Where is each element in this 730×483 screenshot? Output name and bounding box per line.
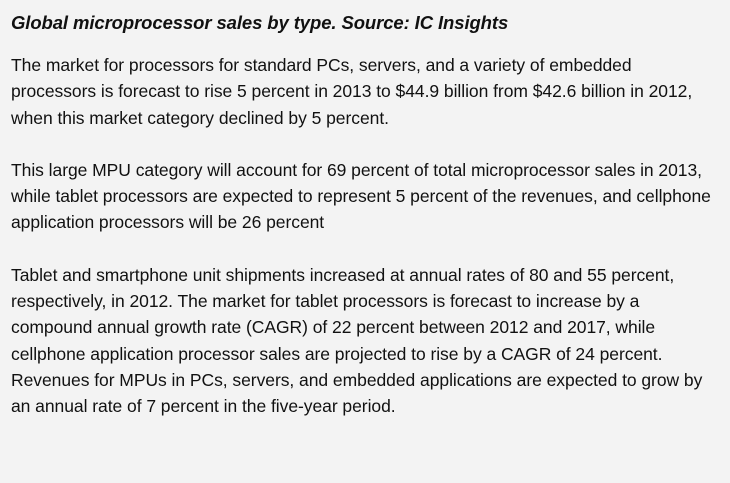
paragraph-growth-rates: Tablet and smartphone unit shipments inc… [11,264,703,417]
figure-caption: Global microprocessor sales by type. Sou… [11,12,509,33]
paragraph-market-forecast: The market for processors for standard P… [11,55,693,128]
paragraph-mpu-share: This large MPU category will account for… [11,159,711,233]
